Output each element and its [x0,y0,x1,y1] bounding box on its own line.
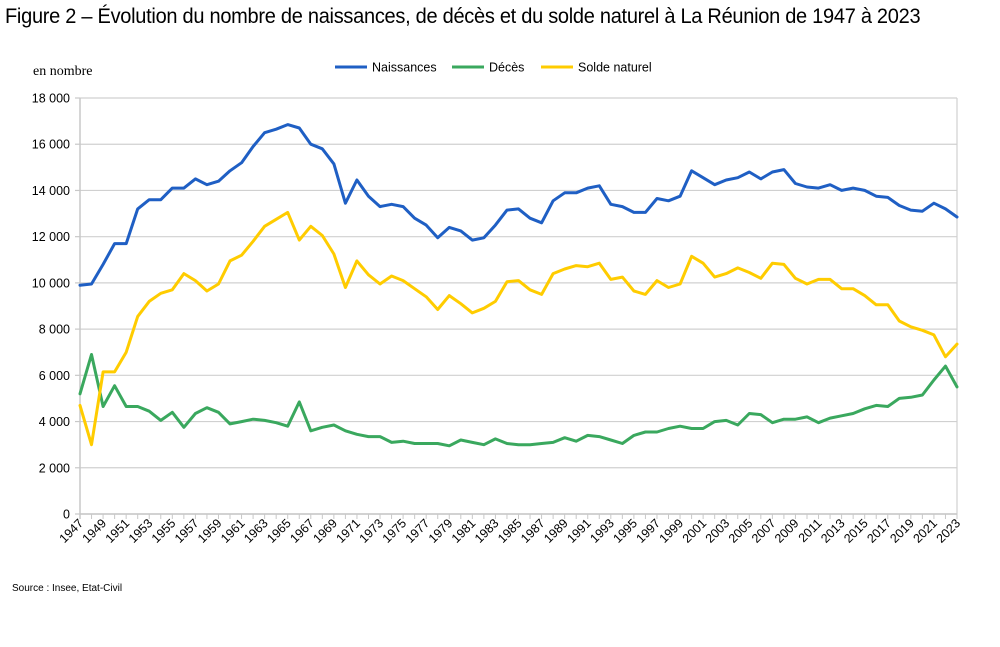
y-tick-label: 0 [63,508,70,522]
x-tick-label: 1977 [403,516,433,546]
x-tick-label: 1965 [264,516,294,546]
x-tick-label: 1989 [541,516,571,546]
y-tick-label: 18 000 [32,92,70,106]
x-tick-label: 2023 [934,516,964,546]
gridlines [80,97,957,515]
x-tick-label: 1983 [472,516,502,546]
x-tick-label: 1951 [103,516,133,546]
x-tick-label: 2005 [726,516,756,546]
series-line-deces [78,353,959,448]
y-axis-unit-label: en nombre [33,64,93,79]
x-tick-label: 2003 [703,516,733,546]
y-axis-ticks: 0 2 000 4 000 6 000 8 000 10 000 12 000 14 000 1… [32,92,80,522]
x-tick-label: 2015 [841,516,871,546]
y-tick-label: 14 000 [32,184,70,198]
legend: Naissances Décès Solde naturel [335,61,652,75]
axes [79,98,958,519]
x-tick-label: 1949 [80,516,110,546]
x-tick-label: 2017 [864,516,894,546]
x-tick-label: 1967 [287,516,317,546]
x-tick-label: 1947 [57,516,87,546]
x-tick-label: 2009 [772,516,802,546]
x-tick-label: 1979 [426,516,456,546]
x-tick-label: 1961 [218,516,248,546]
legend-label-naissances: Naissances [372,61,437,75]
legend-label-deces: Décès [489,61,524,75]
x-tick-label: 1973 [357,516,387,546]
y-tick-label: 6 000 [39,369,70,383]
x-tick-label: 1985 [495,516,525,546]
x-axis-ticks: 1947194919511953195519571959196119631965… [57,514,964,546]
x-tick-label: 1993 [587,516,617,546]
series-lines [78,123,959,448]
x-tick-label: 2001 [680,516,710,546]
x-tick-label: 2007 [749,516,779,546]
x-tick-label: 1969 [310,516,340,546]
y-tick-label: 16 000 [32,138,70,152]
figure-title: Figure 2 – Évolution du nombre de naissa… [5,4,921,28]
y-tick-label: 8 000 [39,323,70,337]
x-tick-label: 1959 [195,516,225,546]
y-tick-label: 10 000 [32,276,70,290]
x-tick-label: 1957 [172,516,202,546]
x-tick-label: 1999 [657,516,687,546]
x-tick-label: 1971 [334,516,364,546]
y-tick-label: 4 000 [39,415,70,429]
x-tick-label: 1981 [449,516,479,546]
series-line-naissances [78,123,959,287]
y-tick-label: 2 000 [39,461,70,475]
x-tick-label: 1975 [380,516,410,546]
x-tick-label: 1955 [149,516,179,546]
source-note: Source : Insee, Etat-Civil [12,583,123,594]
x-tick-label: 2021 [910,516,940,546]
x-tick-label: 2011 [796,516,825,545]
x-tick-label: 1953 [126,516,156,546]
x-tick-label: 1997 [634,516,664,546]
x-tick-label: 1995 [610,516,640,546]
x-tick-label: 1987 [518,516,548,546]
legend-label-solde-naturel: Solde naturel [578,61,652,75]
x-tick-label: 1963 [241,516,271,546]
y-tick-label: 12 000 [32,230,70,244]
x-tick-label: 2013 [818,516,848,546]
series-line-solde-naturel [78,210,959,447]
x-tick-label: 2019 [887,516,917,546]
x-tick-label: 1991 [564,516,594,546]
